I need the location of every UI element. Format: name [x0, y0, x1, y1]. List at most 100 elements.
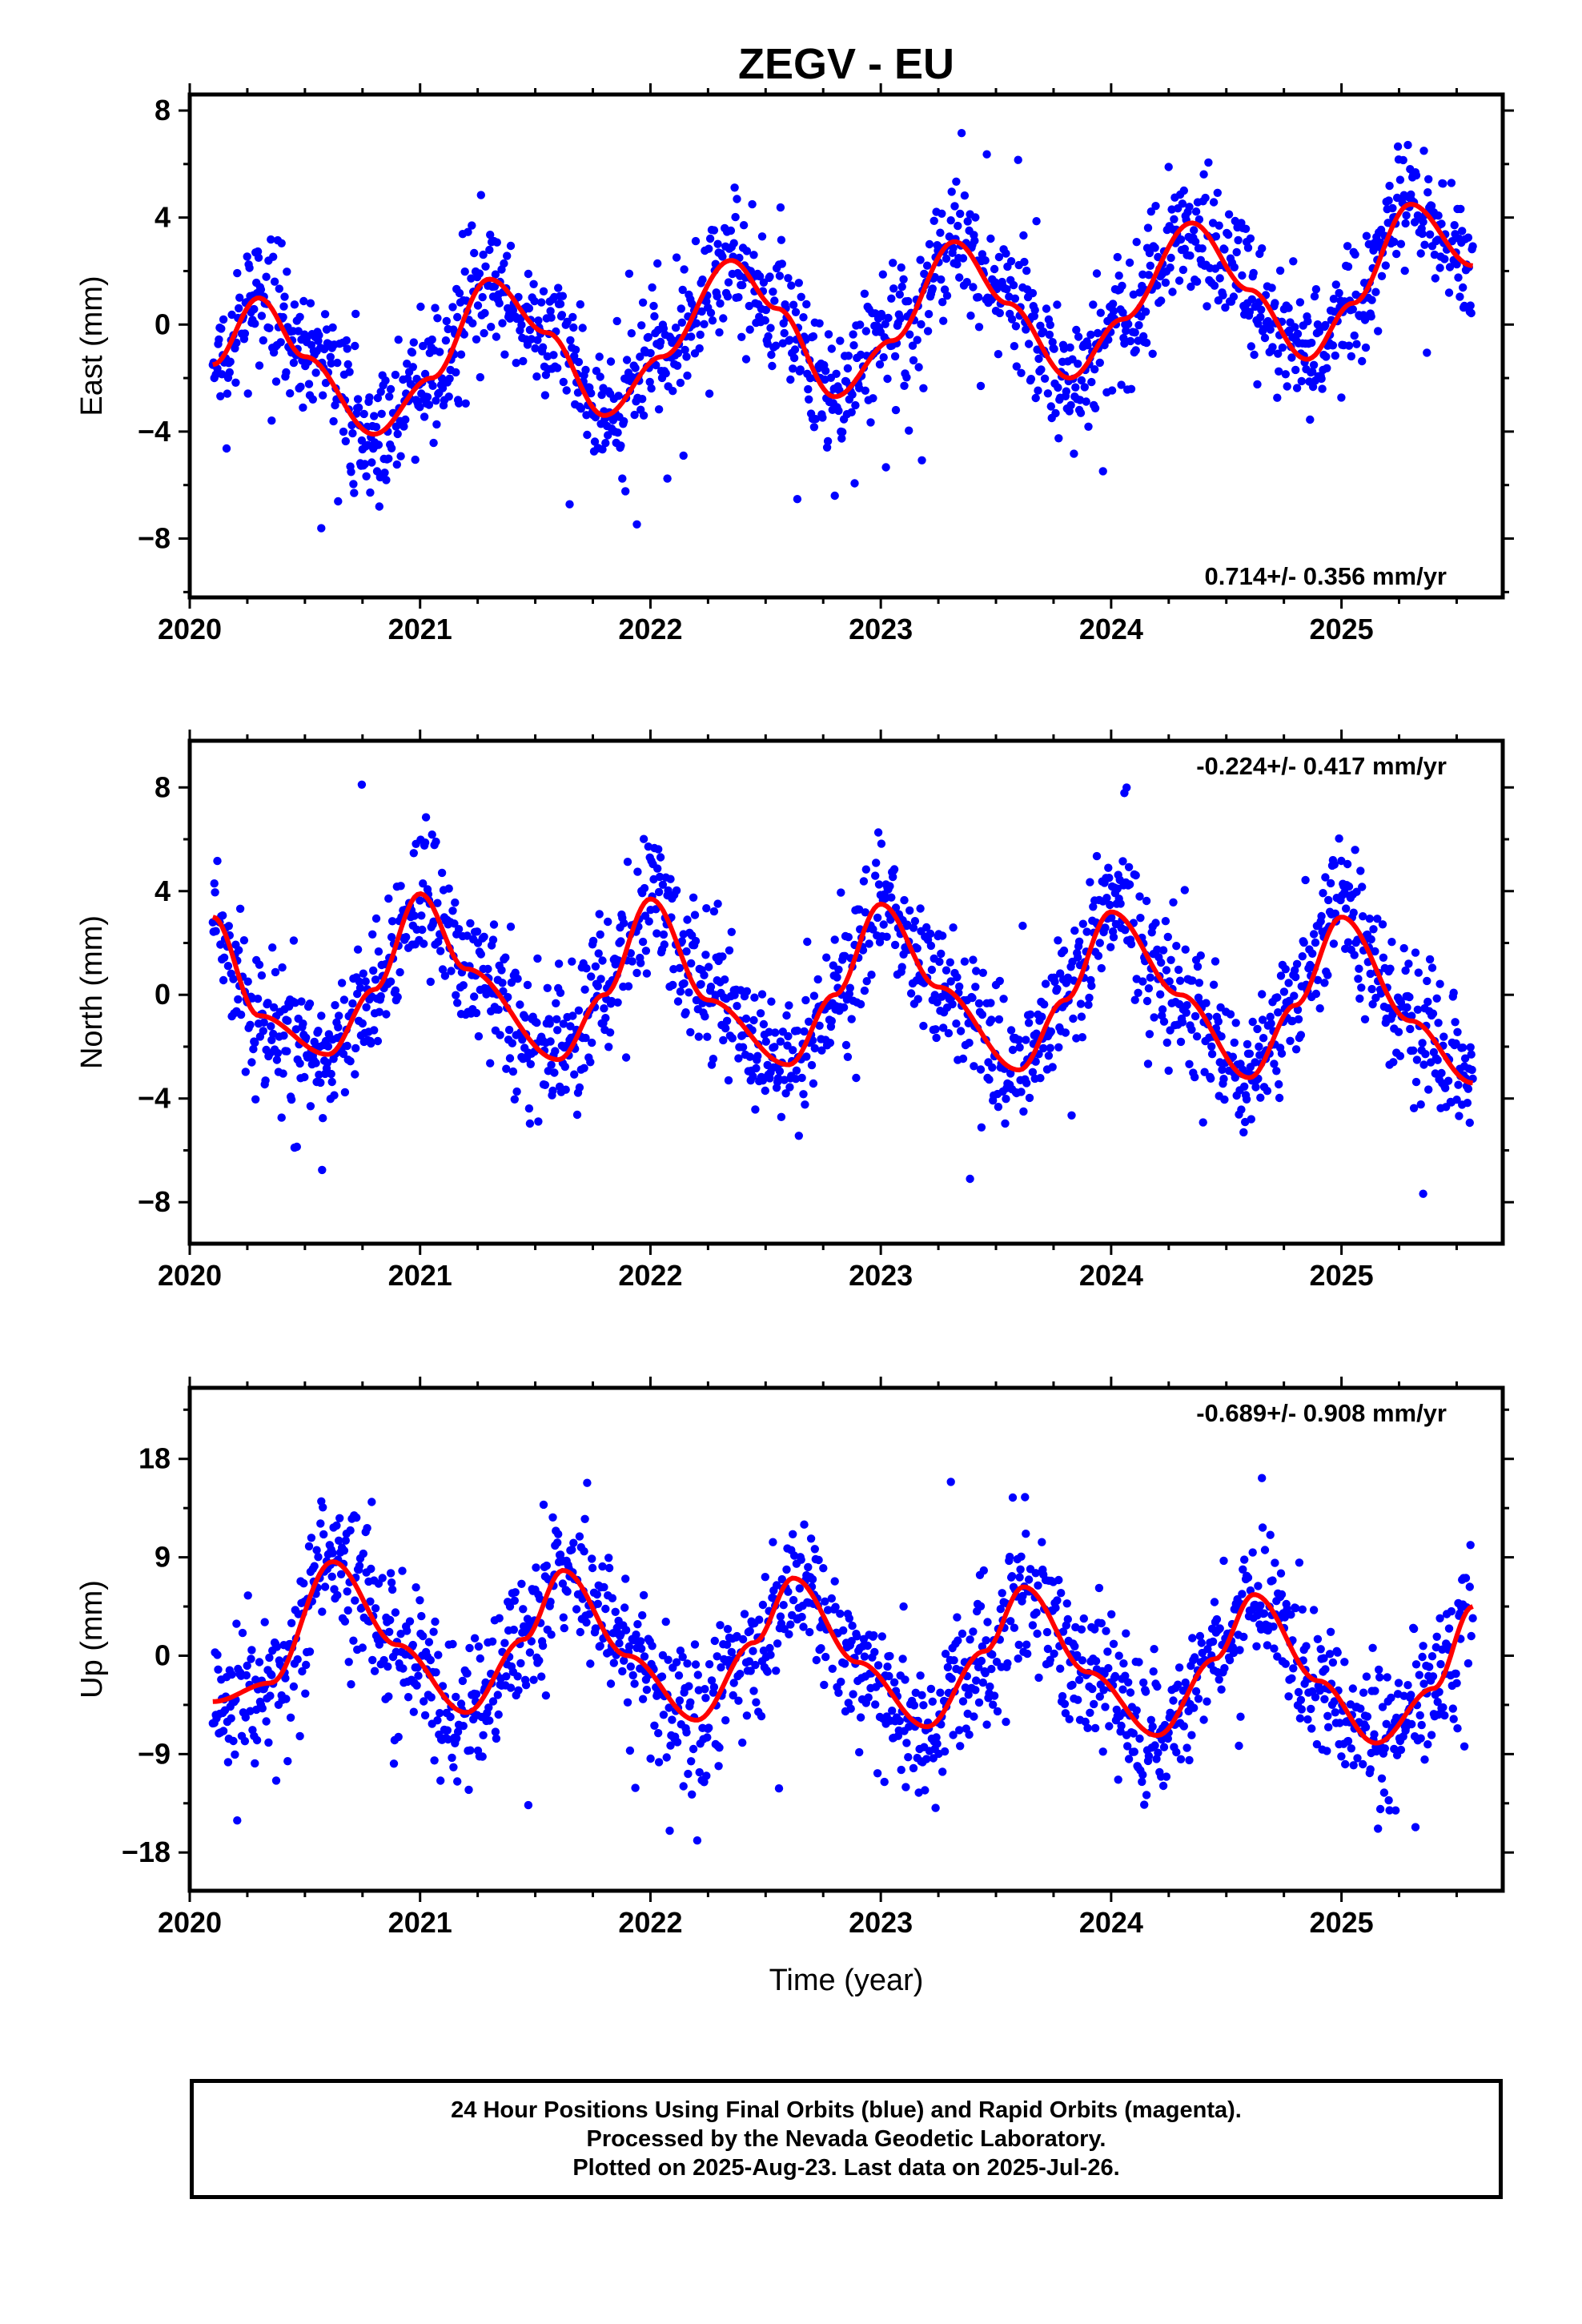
data-point: [1432, 1632, 1441, 1641]
data-point: [427, 1693, 436, 1702]
data-point: [1153, 281, 1162, 290]
data-point: [456, 350, 466, 359]
data-point: [299, 1019, 307, 1028]
data-point: [800, 1520, 809, 1529]
data-point: [982, 1636, 990, 1645]
model-fit-line: [211, 891, 1473, 1086]
data-point: [1238, 1590, 1247, 1598]
data-point: [534, 1117, 543, 1126]
data-point: [312, 1546, 321, 1554]
data-point: [1062, 1599, 1072, 1608]
data-point: [1157, 958, 1166, 967]
data-point: [879, 920, 888, 929]
data-point: [1291, 972, 1300, 982]
data-point: [718, 252, 727, 261]
data-point: [460, 330, 468, 339]
data-point: [386, 1615, 395, 1625]
data-point: [1202, 999, 1211, 1007]
data-point: [1163, 932, 1173, 942]
data-point: [1028, 1621, 1038, 1630]
data-point: [320, 1582, 330, 1591]
data-point: [801, 1100, 809, 1109]
data-point: [1242, 1095, 1251, 1104]
data-point: [1267, 283, 1276, 292]
data-point: [1148, 1722, 1157, 1731]
data-point: [1335, 288, 1343, 298]
data-point: [506, 923, 516, 931]
data-point: [954, 221, 962, 231]
footer-caption-box: 24 Hour Positions Using Final Orbits (bl…: [190, 2079, 1503, 2199]
data-point: [1375, 1673, 1384, 1682]
data-point: [1431, 274, 1440, 283]
data-point: [990, 1691, 999, 1700]
data-point: [961, 1683, 970, 1692]
data-point: [977, 1656, 986, 1666]
data-point: [476, 372, 484, 382]
data-point: [1215, 1624, 1224, 1633]
data-point: [362, 1003, 371, 1012]
data-point: [1046, 1043, 1055, 1052]
data-point: [928, 1697, 938, 1706]
data-point: [724, 1076, 733, 1085]
data-point: [580, 1514, 589, 1524]
data-point: [498, 979, 507, 987]
data-point: [822, 443, 832, 452]
data-point: [749, 1647, 757, 1655]
data-point: [542, 1561, 551, 1570]
data-point: [974, 999, 984, 1008]
data-point: [600, 1004, 608, 1013]
data-point: [633, 1620, 642, 1629]
data-point: [887, 893, 896, 902]
data-point: [1423, 188, 1432, 197]
data-point: [687, 332, 696, 341]
data-point: [703, 1032, 712, 1041]
data-point: [685, 1682, 693, 1691]
data-point: [654, 1758, 664, 1767]
data-point: [1037, 365, 1046, 374]
data-point: [1110, 1671, 1120, 1681]
data-point: [759, 1019, 769, 1029]
data-point: [437, 868, 447, 878]
data-point: [873, 913, 882, 923]
data-point: [1215, 274, 1224, 283]
data-point: [538, 1641, 548, 1651]
data-point: [548, 1513, 557, 1522]
data-point: [1014, 155, 1022, 164]
data-point: [1080, 383, 1090, 392]
data-point: [1169, 898, 1178, 907]
data-point: [641, 947, 651, 955]
data-point: [773, 1639, 782, 1648]
x-axis-label: Time (year): [769, 1964, 924, 1997]
data-point: [709, 1055, 718, 1063]
data-point: [1024, 1575, 1034, 1584]
data-point: [1411, 948, 1420, 957]
data-point: [384, 894, 393, 903]
data-point: [1178, 199, 1187, 208]
data-point: [496, 1031, 504, 1039]
data-point: [953, 1613, 962, 1622]
data-point: [792, 1066, 801, 1076]
data-point: [926, 929, 935, 939]
data-point: [484, 964, 492, 974]
data-point: [381, 376, 390, 385]
data-point: [351, 341, 359, 351]
data-point: [687, 1757, 696, 1766]
data-point: [702, 904, 711, 913]
data-point: [1051, 1603, 1060, 1612]
data-point: [913, 995, 922, 1003]
data-point: [1342, 904, 1351, 913]
data-point: [1435, 1687, 1443, 1696]
data-point: [1153, 1682, 1162, 1691]
data-point: [1132, 1706, 1141, 1715]
data-point: [1421, 1050, 1430, 1059]
data-point: [1321, 873, 1330, 882]
data-point: [1213, 188, 1223, 197]
data-point: [1022, 325, 1030, 334]
data-point: [740, 1610, 749, 1618]
data-point: [722, 1640, 732, 1649]
x-tick-label: 2025: [1310, 1906, 1374, 1939]
data-point: [478, 1752, 487, 1761]
data-point: [1130, 1747, 1139, 1756]
data-point: [968, 993, 977, 1003]
data-point: [559, 1613, 568, 1622]
